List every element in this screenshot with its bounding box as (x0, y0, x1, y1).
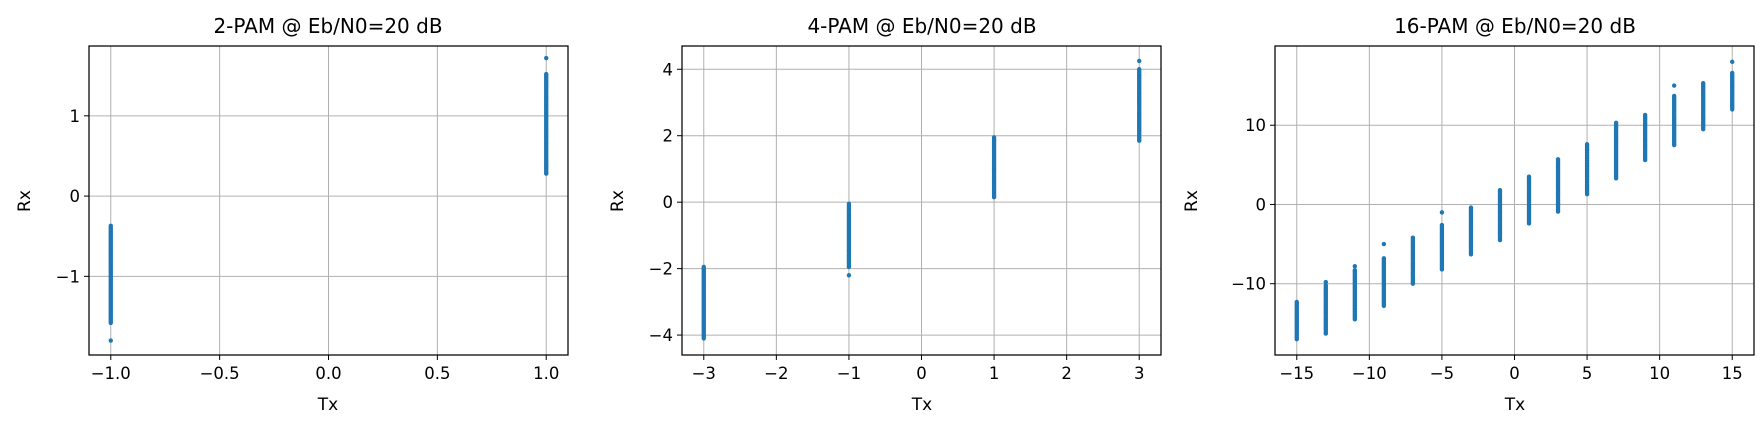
data-point (1468, 205, 1474, 210)
data-point (1613, 120, 1619, 126)
y-tick-label: 0 (663, 193, 674, 212)
x-tick-label: −0.5 (200, 364, 240, 383)
y-axis-label: Rx (15, 190, 35, 212)
x-axis-label: Tx (911, 395, 932, 415)
subplot-16pam: 16-PAM @ Eb/N0=20 dB Tx Rx −15 −10 −5 0 5 10 1… (1182, 14, 1755, 415)
data-point (1700, 81, 1706, 86)
data-point (846, 201, 852, 207)
data-point-outlier (1671, 83, 1677, 88)
x-tick-label: 0.0 (315, 364, 341, 383)
x-tick-label: −15 (1279, 364, 1314, 383)
x-tick-label: 1 (989, 364, 1000, 383)
x-tick-label: −1 (837, 364, 861, 383)
x-tick-label: 15 (1722, 364, 1743, 383)
plot-title: 16-PAM @ Eb/N0=20 dB (1394, 14, 1636, 38)
y-axis-label: Rx (608, 190, 628, 212)
data-point (1381, 256, 1387, 261)
y-tick-label: 1 (70, 107, 81, 126)
plot-area-frame (88, 45, 569, 356)
data-point (1730, 70, 1735, 76)
plot-area-frame (1274, 45, 1755, 356)
y-tick-label: 2 (663, 127, 674, 146)
y-tick-label: −10 (1231, 275, 1266, 294)
data-point (1294, 299, 1299, 305)
x-tick-label: −2 (764, 364, 788, 383)
x-tick-label: −10 (1352, 364, 1387, 383)
x-tick-label: 10 (1649, 364, 1670, 383)
x-tick-label: 0.5 (424, 364, 450, 383)
x-axis-label: Tx (1504, 395, 1525, 415)
x-tick-label: 5 (1582, 364, 1593, 383)
y-tick-label: 0 (1256, 195, 1267, 214)
data-point (1642, 112, 1648, 118)
subplot-2pam: 2-PAM @ Eb/N0=20 dB Tx Rx −1.0 −0.5 0.0 0.5… (15, 14, 569, 415)
data-point (1137, 67, 1142, 72)
data-point (544, 71, 549, 77)
y-tick-label: −1 (56, 267, 80, 286)
data-point (1671, 93, 1677, 99)
data-point (1584, 142, 1590, 147)
x-tick-label: 1.0 (533, 364, 559, 383)
y-tick-label: −2 (649, 260, 673, 279)
y-tick-label: 10 (1245, 116, 1266, 135)
data-point-outlier (1439, 210, 1445, 215)
x-tick-label: 2 (1061, 364, 1072, 383)
data-point-outlier (544, 55, 549, 61)
y-tick-label: 4 (663, 60, 674, 79)
data-point (1323, 283, 1329, 288)
data-point (1497, 188, 1503, 193)
data-point-outlier (1323, 279, 1329, 285)
data-point (1555, 157, 1561, 162)
y-axis-label: Rx (1182, 190, 1202, 212)
x-tick-label: −3 (692, 364, 716, 383)
plot-area-frame (681, 45, 1162, 356)
x-tick-label: 0 (1509, 364, 1520, 383)
data-point (1526, 174, 1532, 179)
x-tick-label: −5 (1430, 364, 1454, 383)
data-point (1410, 235, 1416, 240)
data-point (1439, 222, 1445, 228)
plot-title: 2-PAM @ Eb/N0=20 dB (213, 14, 442, 38)
data-point-outlier (1730, 59, 1735, 65)
subplot-4pam: 4-PAM @ Eb/N0=20 dB Tx Rx −3 −2 −1 0 1 2 3 −4 −2… (608, 14, 1162, 415)
x-tick-label: −1.0 (91, 364, 131, 383)
y-tick-label: −4 (649, 326, 673, 345)
x-tick-label: 3 (1134, 364, 1145, 383)
data-point-outlier (1352, 264, 1358, 269)
plot-title: 4-PAM @ Eb/N0=20 dB (807, 14, 1036, 38)
data-point (1352, 268, 1358, 273)
data-point-outlier (108, 338, 113, 343)
data-point (991, 135, 997, 140)
data-point-outlier (1381, 241, 1387, 247)
data-point (108, 223, 113, 228)
data-point-outlier (1137, 58, 1142, 64)
data-point (701, 264, 706, 270)
y-tick-label: 0 (70, 187, 81, 206)
x-tick-label: 0 (916, 364, 927, 383)
x-axis-label: Tx (317, 395, 338, 415)
data-point-outlier (846, 273, 852, 278)
